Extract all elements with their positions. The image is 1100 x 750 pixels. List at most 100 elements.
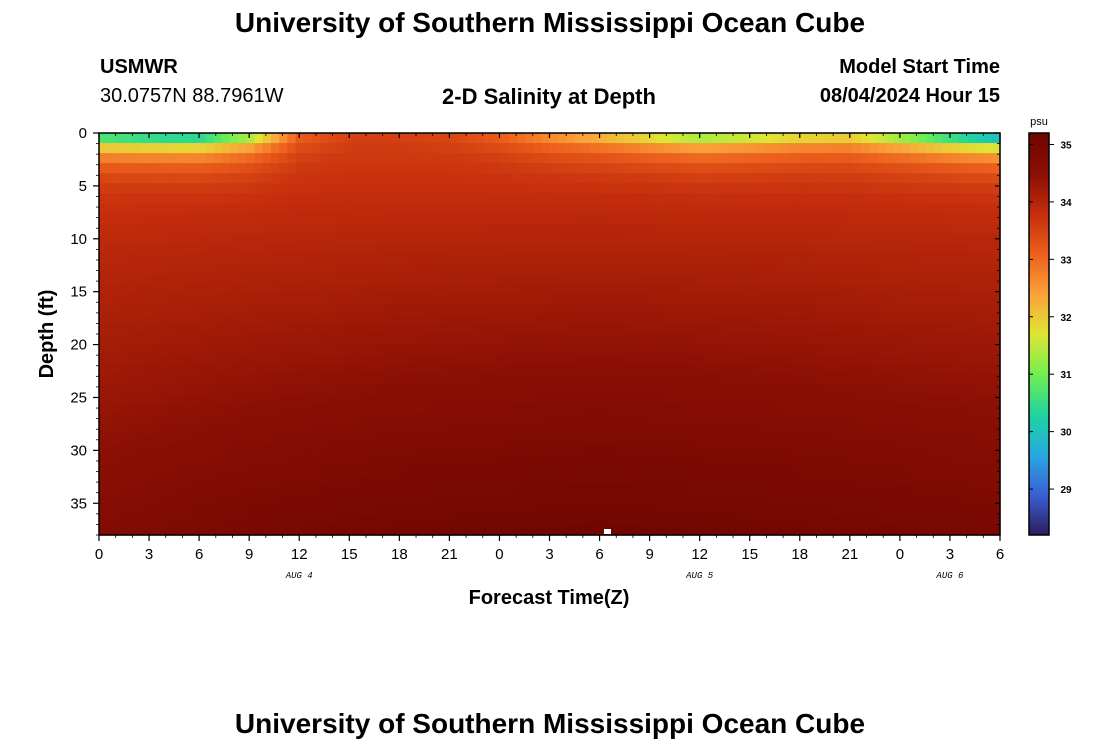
heatmap-cell <box>344 253 354 265</box>
heatmap-cell <box>631 404 641 415</box>
heatmap-cell <box>516 424 526 436</box>
heatmap-cell <box>402 414 411 426</box>
heatmap-cell <box>623 354 633 365</box>
heatmap-cell <box>393 253 403 265</box>
heatmap-cell <box>770 514 780 526</box>
heatmap-cell <box>557 374 567 385</box>
heatmap-cell <box>352 203 362 214</box>
heatmap-cell <box>762 364 772 375</box>
heatmap-cell <box>795 524 805 536</box>
heatmap-cell <box>107 133 116 144</box>
heatmap-cell <box>303 474 313 486</box>
heatmap-cell <box>99 263 108 275</box>
heatmap-cell <box>631 223 641 235</box>
heatmap-cell <box>361 203 370 214</box>
heatmap-cell <box>615 313 624 325</box>
heatmap-cell <box>991 514 1001 526</box>
heatmap-cell <box>909 364 919 375</box>
heatmap-cell <box>713 354 723 365</box>
heatmap-cell <box>811 263 821 275</box>
heatmap-cell <box>156 484 166 496</box>
heatmap-cell <box>230 193 239 204</box>
heatmap-cell <box>279 283 288 295</box>
heatmap-cell <box>107 384 116 395</box>
heatmap-cell <box>934 303 944 315</box>
heatmap-cell <box>672 404 682 415</box>
heatmap-cell <box>705 253 714 265</box>
heatmap-cell <box>901 143 911 154</box>
heatmap-cell <box>762 414 772 426</box>
heatmap-cell <box>778 143 788 154</box>
heatmap-cell <box>180 334 190 345</box>
heatmap-cell <box>803 193 813 204</box>
heatmap-cell <box>115 273 125 285</box>
heatmap-cell <box>180 303 190 315</box>
heatmap-cell <box>811 293 821 305</box>
heatmap-cell <box>320 444 329 456</box>
heatmap-cell <box>197 364 207 375</box>
heatmap-cell <box>164 203 174 214</box>
heatmap-cell <box>287 464 297 476</box>
heatmap-cell <box>541 384 551 395</box>
heatmap-cell <box>885 223 895 235</box>
heatmap-cell <box>123 273 133 285</box>
heatmap-cell <box>557 494 567 506</box>
x-tick-label: 9 <box>245 546 253 563</box>
heatmap-cell <box>852 454 862 466</box>
heatmap-cell <box>123 323 133 335</box>
heatmap-cell <box>615 163 624 174</box>
heatmap-cell <box>107 153 116 164</box>
heatmap-cell <box>909 434 919 446</box>
heatmap-cell <box>787 434 796 446</box>
heatmap-cell <box>967 283 977 295</box>
heatmap-cell <box>361 334 370 345</box>
heatmap-cell <box>352 133 362 144</box>
heatmap-cell <box>344 183 354 194</box>
heatmap-cell <box>295 293 305 305</box>
heatmap-cell <box>443 233 452 245</box>
heatmap-cell <box>410 504 420 516</box>
heatmap-cell <box>819 263 829 275</box>
heatmap-cell <box>574 514 583 526</box>
heatmap-cell <box>713 454 723 466</box>
heatmap-cell <box>115 313 125 325</box>
heatmap-cell <box>410 454 420 466</box>
heatmap-cell <box>590 364 600 375</box>
heatmap-cell <box>393 323 403 335</box>
heatmap-cell <box>500 344 510 355</box>
heatmap-cell <box>664 504 673 516</box>
heatmap-cell <box>180 213 190 225</box>
heatmap-cell <box>344 173 354 184</box>
heatmap-cell <box>934 384 944 395</box>
heatmap-cell <box>770 203 780 214</box>
heatmap-cell <box>189 153 198 164</box>
heatmap-cell <box>123 484 133 496</box>
heatmap-cell <box>271 303 280 315</box>
heatmap-cell <box>271 404 280 415</box>
heatmap-cell <box>868 243 878 255</box>
heatmap-cell <box>729 494 739 506</box>
heatmap-cell <box>770 223 780 235</box>
heatmap-cell <box>131 223 141 235</box>
heatmap-cell <box>402 354 411 365</box>
heatmap-cell <box>443 494 452 506</box>
heatmap-cell <box>582 374 592 385</box>
heatmap-cell <box>197 253 207 265</box>
heatmap-cell <box>156 514 166 526</box>
heatmap-cell <box>115 183 125 194</box>
heatmap-cell <box>615 293 624 305</box>
heatmap-cell <box>721 193 731 204</box>
heatmap-cell <box>868 374 878 385</box>
heatmap-cell <box>975 374 985 385</box>
heatmap-cell <box>950 243 960 255</box>
heatmap-cell <box>582 213 592 225</box>
heatmap-cell <box>746 334 755 345</box>
heatmap-cell <box>393 394 403 405</box>
heatmap-cell <box>729 173 739 184</box>
heatmap-cell <box>475 153 485 164</box>
heatmap-cell <box>950 313 960 325</box>
heatmap-cell <box>598 434 608 446</box>
heatmap-cell <box>574 253 583 265</box>
heatmap-cell <box>737 494 747 506</box>
heatmap-cell <box>893 504 903 516</box>
